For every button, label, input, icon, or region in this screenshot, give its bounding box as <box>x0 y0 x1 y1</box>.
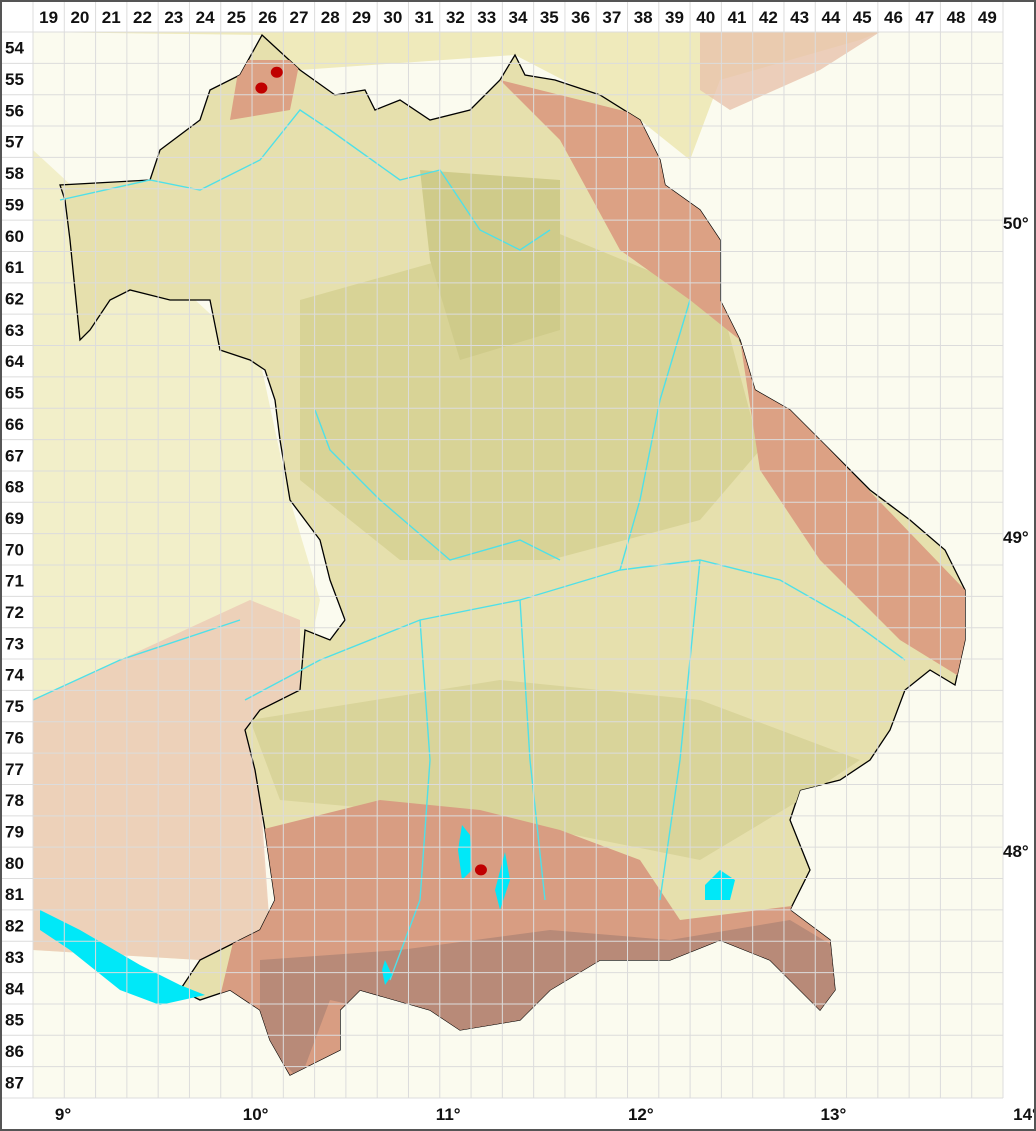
column-label: 40 <box>696 8 715 27</box>
grid <box>0 0 1004 1099</box>
row-label: 55 <box>5 70 24 89</box>
row-label: 68 <box>5 478 24 497</box>
row-label: 85 <box>5 1011 24 1030</box>
row-label: 58 <box>5 164 24 183</box>
row-label: 78 <box>5 791 24 810</box>
column-label: 47 <box>915 8 934 27</box>
occurrence-dot[interactable] <box>270 66 283 78</box>
row-label: 72 <box>5 603 24 622</box>
row-label: 83 <box>5 948 24 967</box>
row-label: 63 <box>5 321 24 340</box>
lake-chiemsee <box>705 870 735 900</box>
occurrence-points <box>255 66 487 876</box>
column-label: 37 <box>602 8 621 27</box>
column-label: 26 <box>258 8 277 27</box>
row-label: 59 <box>5 195 24 214</box>
column-label: 30 <box>383 8 402 27</box>
row-label: 66 <box>5 415 24 434</box>
column-label: 31 <box>415 8 434 27</box>
row-label: 82 <box>5 917 24 936</box>
column-label: 20 <box>70 8 89 27</box>
row-label: 77 <box>5 760 24 779</box>
latitude-label: 50° <box>1003 214 1029 233</box>
column-label: 44 <box>821 8 840 27</box>
row-label: 79 <box>5 823 24 842</box>
column-label: 45 <box>853 8 872 27</box>
row-label: 62 <box>5 290 24 309</box>
column-label: 27 <box>290 8 309 27</box>
row-label: 81 <box>5 885 24 904</box>
row-label: 80 <box>5 854 24 873</box>
column-label: 22 <box>133 8 152 27</box>
column-label: 35 <box>540 8 559 27</box>
row-label: 61 <box>5 258 24 277</box>
longitude-label: 11° <box>436 1105 461 1124</box>
column-label: 19 <box>39 8 58 27</box>
row-label: 75 <box>5 697 24 716</box>
row-label: 56 <box>5 101 24 120</box>
occurrence-dot[interactable] <box>474 864 487 876</box>
row-label: 76 <box>5 728 24 747</box>
row-label: 74 <box>5 666 24 685</box>
lake-bodensee <box>40 910 205 1005</box>
row-label: 65 <box>5 384 24 403</box>
column-label: 36 <box>571 8 590 27</box>
latitude-label: 49° <box>1003 528 1029 547</box>
column-label: 28 <box>321 8 340 27</box>
column-label: 24 <box>196 8 215 27</box>
row-label: 64 <box>5 352 24 371</box>
column-label: 21 <box>102 8 121 27</box>
column-label: 46 <box>884 8 903 27</box>
column-label: 48 <box>947 8 966 27</box>
row-label: 54 <box>5 39 24 58</box>
column-label: 49 <box>978 8 997 27</box>
column-label: 38 <box>634 8 653 27</box>
grid-labels: 19 20 21 22 23 24 25 26 27 28 29 30 31 32 33 34 35 36 37 38… <box>5 8 1036 1124</box>
column-label: 43 <box>790 8 809 27</box>
column-label: 41 <box>728 8 747 27</box>
latitude-label: 48° <box>1003 842 1029 861</box>
rivers <box>32 109 906 981</box>
row-label: 86 <box>5 1042 24 1061</box>
column-label: 23 <box>164 8 183 27</box>
row-label: 60 <box>5 227 24 246</box>
row-label: 71 <box>5 572 24 591</box>
longitude-label: 14° <box>1013 1105 1036 1124</box>
column-label: 34 <box>509 8 528 27</box>
longitude-label: 12° <box>628 1105 654 1124</box>
longitude-label: 10° <box>243 1105 269 1124</box>
row-label: 84 <box>5 979 24 998</box>
column-label: 32 <box>446 8 465 27</box>
lakes <box>40 825 735 1005</box>
row-label: 87 <box>5 1073 24 1092</box>
column-label: 29 <box>352 8 371 27</box>
column-label: 25 <box>227 8 246 27</box>
row-label: 69 <box>5 509 24 528</box>
row-label: 57 <box>5 133 24 152</box>
row-label: 67 <box>5 446 24 465</box>
row-label: 70 <box>5 540 24 559</box>
longitude-label: 13° <box>821 1105 847 1124</box>
longitude-label: 9° <box>55 1105 71 1124</box>
occurrence-dot[interactable] <box>255 82 268 94</box>
column-label: 33 <box>477 8 496 27</box>
column-label: 39 <box>665 8 684 27</box>
column-label: 42 <box>759 8 778 27</box>
lake-ammersee <box>458 825 472 880</box>
row-label: 73 <box>5 634 24 653</box>
